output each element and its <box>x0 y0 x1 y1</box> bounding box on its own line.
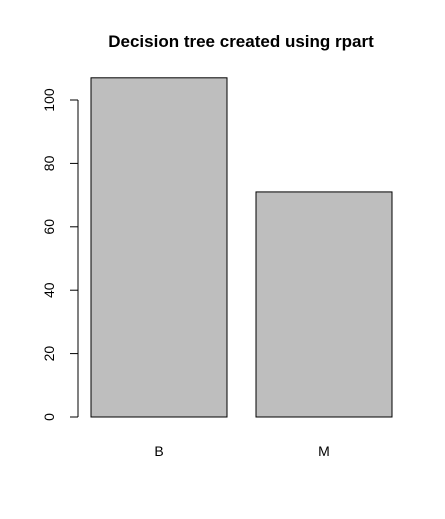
y-tick-label-20: 20 <box>41 346 57 362</box>
y-tick-label-60: 60 <box>41 219 57 235</box>
bars <box>90 77 393 418</box>
chart-title: Decision tree created using rpart <box>108 32 374 51</box>
y-tick-label-80: 80 <box>41 155 57 171</box>
y-tick-label-0: 0 <box>41 413 57 421</box>
x-tick-label-B: B <box>154 443 163 459</box>
y-axis: 0 20 40 60 80 100 <box>41 88 79 421</box>
x-tick-label-M: M <box>318 443 330 459</box>
bar-M <box>255 191 393 418</box>
bar-B <box>90 77 228 418</box>
y-tick-label-40: 40 <box>41 282 57 298</box>
y-tick-label-100: 100 <box>41 88 57 112</box>
